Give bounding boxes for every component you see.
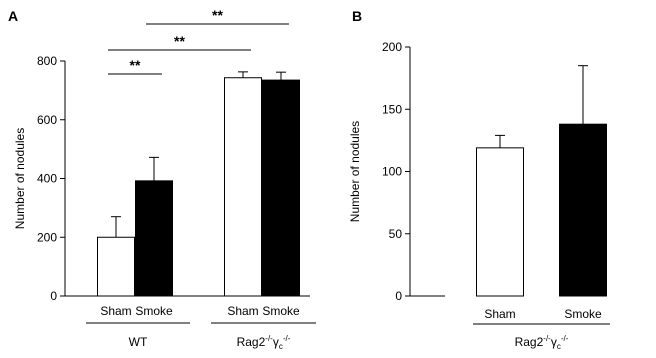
group-label-part: -/-	[265, 334, 273, 343]
group-label: Rag2-/-γc-/-	[237, 334, 291, 351]
group-label-part: -/-	[543, 334, 551, 343]
significance-label: **	[130, 57, 141, 73]
bar	[224, 77, 262, 297]
group-label-part: Rag2	[237, 335, 266, 349]
y-axis-label: Number of nodules	[13, 128, 27, 229]
group-label: Rag2-/-γc-/-	[515, 334, 569, 351]
y-tick-label: 600	[37, 113, 57, 127]
group-label-part: γ	[551, 335, 557, 349]
significance-label: **	[174, 33, 185, 49]
bar	[476, 147, 524, 297]
y-tick-label: 800	[37, 54, 57, 68]
y-tick-label: 150	[382, 102, 402, 116]
y-tick-label: 100	[382, 165, 402, 179]
group-label-part: -/-	[561, 334, 569, 343]
group-label-part: Rag2	[515, 335, 544, 349]
group-label-part: -/-	[283, 334, 291, 343]
group-label: WT	[129, 335, 148, 349]
panel-label: B	[352, 8, 362, 24]
category-label: Smoke	[564, 307, 602, 321]
y-axis-label: Number of nodules	[348, 121, 362, 222]
category-label: Sham	[227, 304, 258, 318]
bar	[97, 236, 135, 297]
y-tick-label: 50	[389, 227, 403, 241]
y-tick-label: 0	[50, 289, 57, 303]
significance-label: **	[212, 7, 223, 23]
category-label: Smoke	[262, 304, 300, 318]
bar	[559, 123, 607, 297]
chart-panel-A: A Number of nodules 0 200 400 600 800 Sham Smoke…	[8, 7, 316, 324]
group-label-part: γ	[273, 335, 279, 349]
category-label: Sham	[100, 304, 131, 318]
chart-panel-B: B Number of nodules 0 50 100 150 200 Sham Smoke	[348, 8, 610, 325]
y-tick-label: 400	[37, 172, 57, 186]
panel-label: A	[8, 8, 18, 24]
bar	[135, 180, 173, 297]
category-label: Smoke	[135, 304, 173, 318]
bar	[262, 79, 300, 297]
y-tick-label: 200	[37, 230, 57, 244]
y-tick-label: 0	[395, 289, 402, 303]
category-label: Sham	[484, 307, 515, 321]
y-tick-label: 200	[382, 40, 402, 54]
group-label-part: c	[279, 342, 283, 351]
group-label-part: c	[557, 342, 561, 351]
